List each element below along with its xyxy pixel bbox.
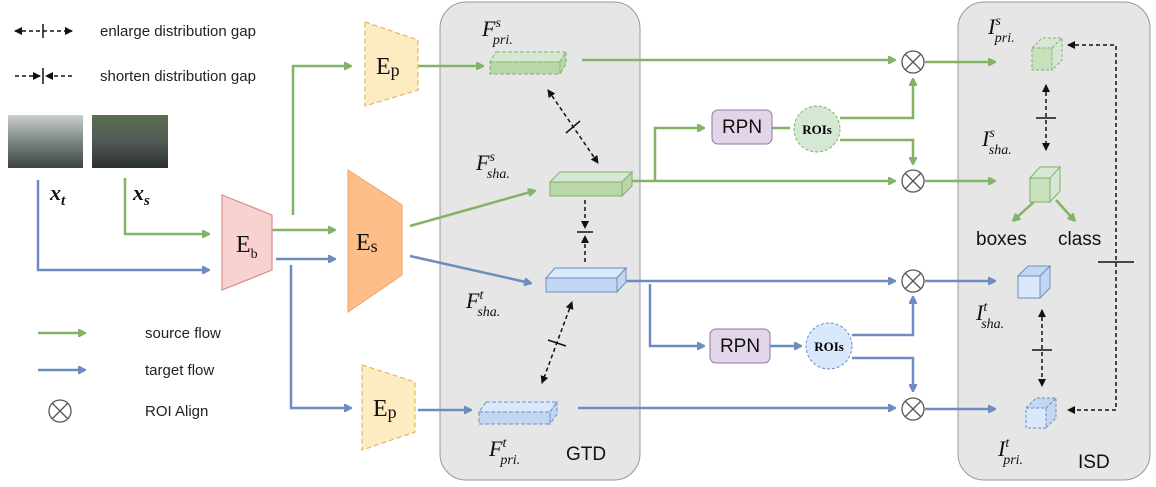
rois-label: ROIs xyxy=(814,339,844,354)
rpn-label: RPN xyxy=(720,336,760,357)
panel-label: GTD xyxy=(566,444,606,465)
output-label: boxes xyxy=(976,229,1027,250)
target-image xyxy=(8,115,83,168)
legend: enlarge distribution gap shorten distrib… xyxy=(15,23,256,422)
feature-plate xyxy=(546,268,626,292)
legend-text: ROI Align xyxy=(145,403,208,420)
instance-cube xyxy=(1018,266,1050,298)
legend-text: enlarge distribution gap xyxy=(100,23,256,40)
output-label: class xyxy=(1058,229,1101,250)
input-label: xt xyxy=(49,180,66,209)
rois-label: ROIs xyxy=(802,122,832,137)
legend-text: shorten distribution gap xyxy=(100,68,256,85)
legend-text: source flow xyxy=(145,325,221,342)
diagram: enlarge distribution gap shorten distrib… xyxy=(0,0,1156,487)
legend-text: target flow xyxy=(145,362,214,379)
source-image xyxy=(92,115,168,168)
feature-plate xyxy=(550,172,632,196)
feature-plate xyxy=(490,52,566,74)
panel-label: ISD xyxy=(1078,452,1110,473)
input-label: xs xyxy=(132,180,150,209)
legend-roi-icon xyxy=(49,400,71,422)
feature-plate xyxy=(479,402,557,424)
rpn-label: RPN xyxy=(722,117,762,138)
